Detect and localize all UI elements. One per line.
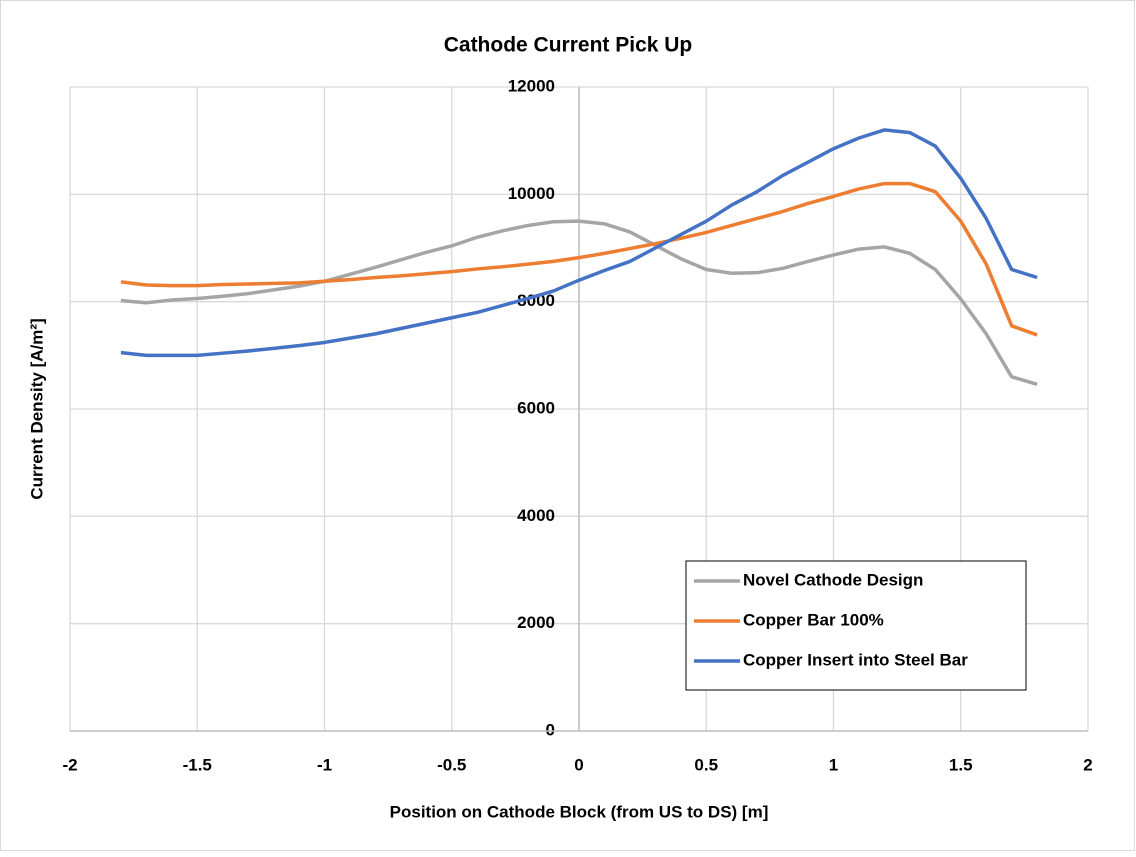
x-tick-label: 0.5	[694, 755, 718, 774]
series-line	[120, 181, 1038, 337]
y-tick-label: 4000	[517, 506, 555, 525]
x-tick-label: -1.5	[183, 755, 212, 774]
x-tick-label: -0.5	[437, 755, 466, 774]
legend-label: Copper Bar 100%	[743, 610, 884, 629]
series-line	[120, 219, 1038, 386]
x-tick-label: 2	[1083, 755, 1092, 774]
x-axis-title: Position on Cathode Block (from US to DS…	[390, 802, 769, 821]
y-tick-label: 10000	[508, 184, 555, 203]
y-tick-label: 6000	[517, 398, 555, 417]
legend-box	[685, 560, 1027, 691]
y-tick-label: 2000	[517, 613, 555, 632]
series-line	[120, 128, 1038, 358]
legend-label: Novel Cathode Design	[743, 570, 923, 589]
x-tick-label: -2	[62, 755, 77, 774]
legend-label: Copper Insert into Steel Bar	[743, 650, 968, 669]
x-tick-label: 1	[829, 755, 838, 774]
legend: Novel Cathode Design Copper Bar 100% Coppe…	[685, 560, 1027, 691]
y-tick-label: 12000	[508, 76, 555, 95]
y-axis-title: Current Density [A/m²]	[27, 318, 46, 499]
chart-title: Cathode Current Pick Up	[444, 34, 693, 57]
x-tick-label: 0	[574, 755, 583, 774]
y-tick-label: 8000	[517, 291, 555, 310]
x-tick-label: 1.5	[949, 755, 973, 774]
x-tick-label: -1	[317, 755, 332, 774]
y-tick-label: 0	[546, 720, 555, 739]
